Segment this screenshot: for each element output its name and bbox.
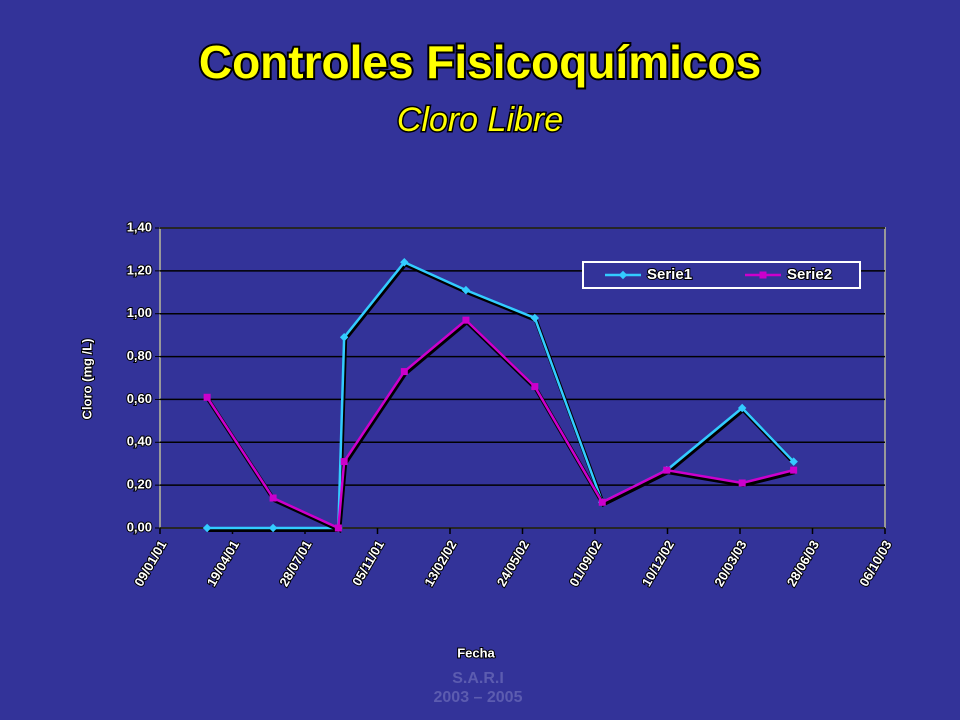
- marker: [339, 333, 349, 342]
- x-tick-label: 10/12/02: [639, 538, 677, 589]
- x-tick-label: 05/11/01: [349, 538, 387, 589]
- x-axis-label: Fecha: [457, 645, 495, 660]
- y-tick-label: 0,60: [127, 391, 152, 406]
- legend-label: Serie2: [787, 266, 832, 283]
- marker: [737, 403, 747, 413]
- y-axis-label: Cloro (mg /L): [79, 339, 94, 420]
- marker: [531, 383, 539, 391]
- marker: [400, 258, 409, 267]
- y-tick-label: 0,20: [127, 477, 152, 492]
- y-tick-label: 1,00: [127, 305, 152, 320]
- marker: [598, 498, 606, 506]
- marker: [269, 494, 277, 502]
- legend-marker: [618, 270, 628, 280]
- marker: [400, 368, 408, 376]
- chart-subtitle: Cloro Libre: [397, 101, 563, 139]
- marker: [789, 457, 798, 466]
- x-tick-label: 09/01/01: [131, 538, 169, 589]
- marker: [340, 458, 348, 466]
- legend-label: Serie1: [647, 266, 692, 283]
- x-tick-label: 28/07/01: [276, 538, 314, 589]
- x-tick-label: 13/02/02: [421, 538, 459, 589]
- marker: [334, 524, 342, 532]
- y-tick-label: 1,20: [127, 262, 152, 277]
- chart-title: Controles Fisicoquímicos: [199, 36, 761, 88]
- marker: [790, 466, 798, 474]
- legend-marker: [759, 271, 767, 279]
- x-tick-label: 06/10/03: [856, 538, 894, 589]
- marker: [461, 285, 471, 295]
- x-tick-label: 28/06/03: [784, 538, 822, 589]
- x-tick-label: 20/03/03: [711, 538, 749, 589]
- marker: [738, 479, 746, 487]
- marker: [530, 313, 540, 323]
- y-tick-label: 0,40: [127, 434, 152, 449]
- marker: [203, 393, 211, 401]
- x-tick-label: 01/09/02: [566, 538, 604, 589]
- x-tick-label: 24/05/02: [494, 538, 532, 589]
- marker: [462, 316, 470, 324]
- marker: [268, 523, 278, 533]
- y-tick-label: 1,40: [127, 219, 152, 234]
- footer: S.A.R.I: [452, 670, 504, 687]
- marker: [663, 466, 671, 474]
- footer: 2003 – 2005: [434, 689, 523, 706]
- y-tick-label: 0,00: [127, 519, 152, 534]
- x-tick-label: 19/04/01: [204, 538, 242, 589]
- y-tick-label: 0,80: [127, 348, 152, 363]
